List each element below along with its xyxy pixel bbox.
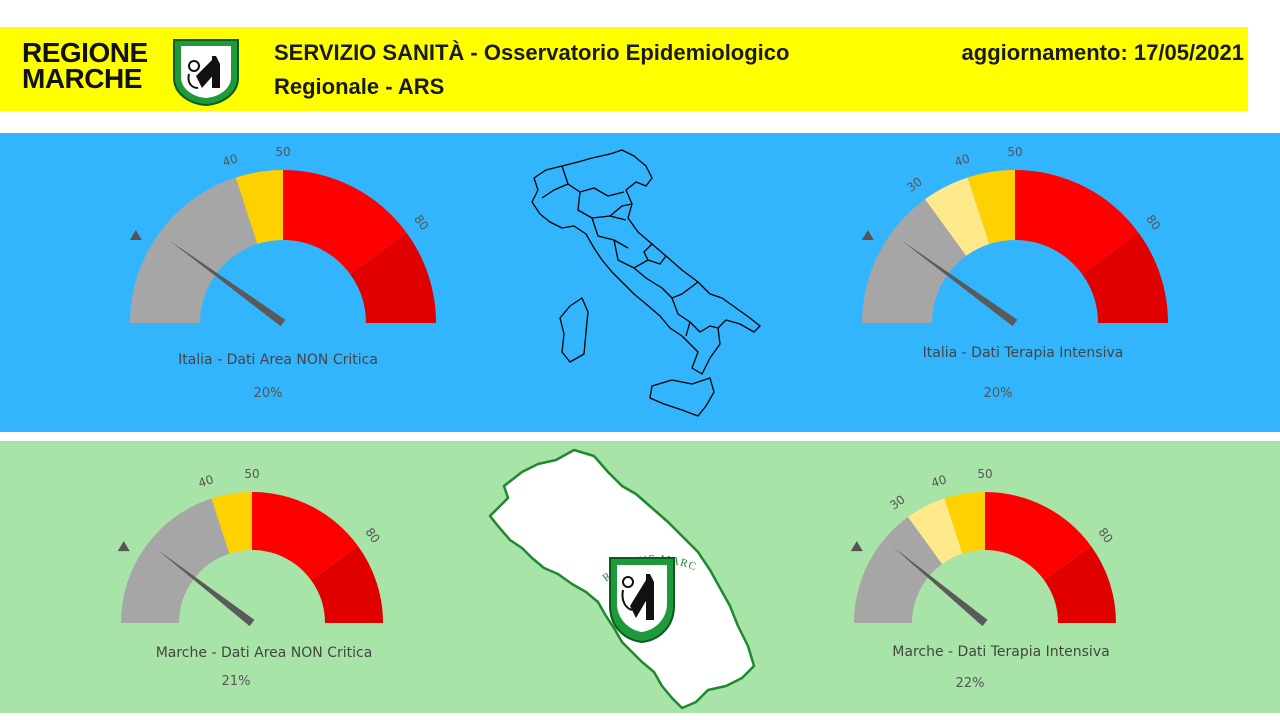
gauge-tick-label: 50 [1007,145,1022,159]
gauge-value: 20% [983,386,1013,401]
gauge-tick-label: 40 [930,472,949,490]
gauge-italia-non-critica: 40 50 80 [110,140,460,340]
gauge-tick-label: 80 [411,212,431,233]
gauge-band [854,517,943,623]
header-title-line-1: SERVIZIO SANITÀ - Osservatorio Epidemiol… [274,40,790,65]
gauge-label: Marche - Dati Area NON Critica [155,645,373,661]
gauge-value: 21% [221,674,251,689]
gauge-band [311,546,383,623]
gauge-tick-label: 30 [887,492,908,512]
gauge-label: Italia - Dati Area NON Critica [178,352,378,368]
gauge-marche-non-critica: 40 50 80 [100,462,410,632]
marche-map-icon: REGIONE MARCHE [486,446,756,710]
header-bar: REGIONE MARCHE SERVIZIO SANITÀ - Osserva… [0,27,1248,111]
gauge-italia-terapia-intensiva: 30 40 50 80 [840,140,1190,340]
gauge-tick-label: 40 [953,151,972,169]
gauge-tick-label: 50 [977,467,992,481]
logo-wordmark: REGIONE MARCHE [22,37,148,94]
gauge-needle [168,240,286,327]
gauge-marker-icon [129,229,142,240]
header-title: SERVIZIO SANITÀ - Osservatorio Epidemiol… [274,36,874,104]
gauge-band [985,492,1091,581]
update-date: aggiornamento: 17/05/2021 [961,40,1244,65]
gauge-band [1082,233,1168,323]
gauge-band [967,170,1015,245]
gauge-chart: 30 40 50 80 [861,145,1168,327]
logo-line-1: REGIONE [22,37,148,68]
gauge-band [252,492,358,581]
gauge-chart: 30 40 50 80 [850,467,1116,627]
gauge-band [350,233,436,323]
gauge-chart: 40 50 80 [129,145,436,327]
gauge-band [235,170,283,245]
gauge-band [1044,546,1116,623]
gauge-tick-label: 40 [197,472,216,490]
regione-marche-logo: REGIONE MARCHE [22,38,242,106]
gauge-band [944,492,985,554]
gauge-band [283,170,407,275]
gauge-value: 22% [955,676,985,691]
gauge-tick-label: 80 [1143,212,1163,233]
gauge-band [925,177,990,256]
gauge-marker-icon [861,229,874,240]
gauge-label: Italia - Dati Terapia Intensiva [922,345,1124,361]
gauge-needle [157,550,255,627]
gauge-band [130,177,258,323]
gauge-tick-label: 50 [244,467,259,481]
gauge-tick-label: 80 [1095,525,1115,546]
gauge-marker-icon [117,541,130,552]
header-title-line-2: Regionale - ARS [274,74,445,99]
gauge-tick-label: 80 [362,525,382,546]
gauge-needle [900,240,1018,327]
gauge-band [121,498,230,623]
gauge-label: Marche - Dati Terapia Intensiva [892,644,1110,660]
gauge-value: 20% [253,386,283,401]
gauge-tick-label: 40 [221,151,240,169]
gauge-tick-label: 50 [275,145,290,159]
gauge-chart: 40 50 80 [117,467,383,627]
shield-emblem-icon [173,39,239,106]
logo-line-2: MARCHE [22,63,142,94]
italy-map-icon [531,149,761,417]
gauge-band [211,492,252,554]
gauge-marche-terapia-intensiva: 30 40 50 80 [832,462,1142,632]
gauge-needle [893,547,988,627]
gauge-band [1015,170,1139,275]
gauge-band [908,498,963,564]
gauge-tick-label: 30 [904,175,925,195]
gauge-band [862,199,967,323]
gauge-marker-icon [850,541,863,552]
